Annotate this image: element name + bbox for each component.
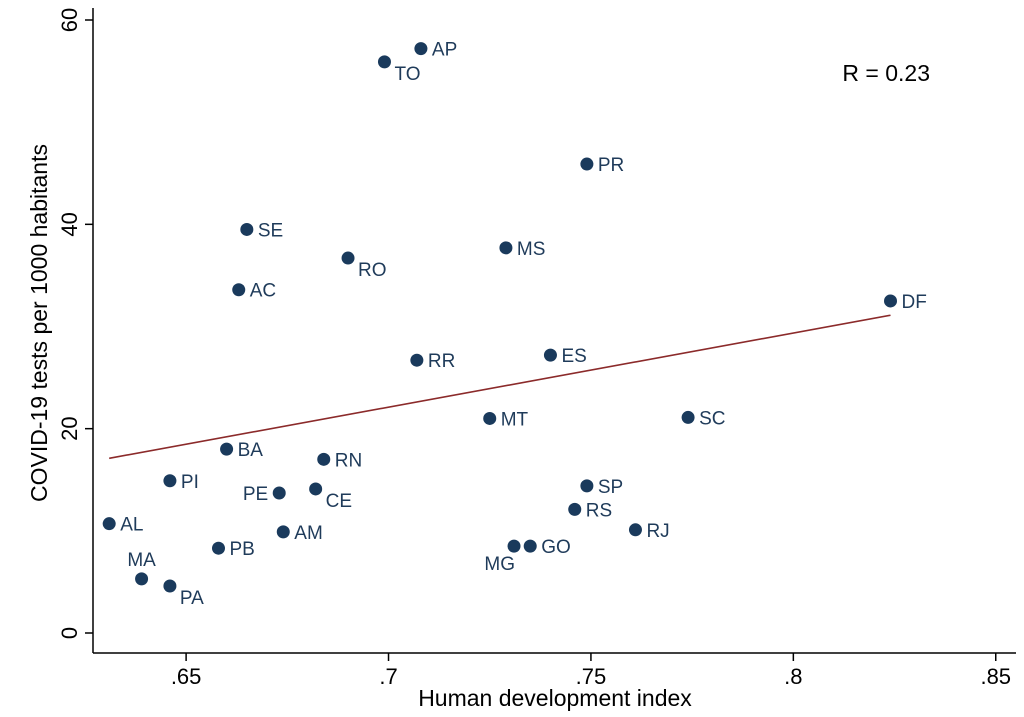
data-point-ms [499,241,513,255]
data-point-ro [341,251,355,265]
data-point-pr [580,157,594,171]
data-point-ma [135,572,149,586]
data-point-ap [414,42,428,56]
data-point-mg [507,539,521,553]
point-label-pa: PA [180,588,204,609]
point-label-se: SE [258,220,283,241]
data-point-pe [272,486,286,500]
point-label-rn: RN [335,450,362,471]
x-tick-label: .85 [980,664,1011,689]
data-point-rn [317,452,331,466]
point-label-al: AL [120,515,143,536]
ticks: .65 .7 .75 .8 .85 0 20 40 60 [57,8,1011,689]
point-label-pe: PE [243,484,268,505]
point-label-sp: SP [598,477,623,498]
y-axis-title: COVID-19 tests per 1000 habitants [26,144,52,502]
point-label-ap: AP [432,40,457,61]
x-tick-label: .7 [379,664,397,689]
point-label-rs: RS [586,500,612,521]
data-point-se [240,222,254,236]
y-tick-label: 0 [57,627,82,639]
data-point-go [523,539,537,553]
data-point-am [276,525,290,539]
point-label-df: DF [902,292,927,313]
fit-line-group [109,314,891,460]
data-point-pb [211,541,225,555]
point-label-es: ES [561,346,586,367]
data-point-al [102,517,116,531]
point-label-rj: RJ [646,521,669,542]
point-label-ce: CE [326,491,352,512]
data-point-to [377,55,391,69]
point-label-pi: PI [181,472,199,493]
point-label-am: AM [294,523,323,544]
x-tick-label: .75 [576,664,607,689]
data-point-rr [410,353,424,367]
data-point-sc [681,410,695,424]
point-label-ma: MA [127,550,156,571]
data-point-df [884,294,898,308]
point-label-pb: PB [229,539,254,560]
data-point-sp [580,479,594,493]
point-label-pr: PR [598,155,624,176]
fit-line [109,314,891,460]
axes [92,8,1016,654]
point-label-ba: BA [238,440,264,461]
data-point-ac [232,283,246,297]
y-tick-label: 40 [57,212,82,236]
point-label-rr: RR [428,351,455,372]
point-label-mt: MT [501,409,529,430]
point-labels: AP TO PR SE MS RO AC DF ES RR SC MT BA RN PI SP CE PE RS AL… [120,40,927,609]
point-label-mg: MG [484,554,515,575]
point-label-sc: SC [699,408,725,429]
data-point-pi [163,474,177,488]
point-label-ac: AC [250,281,276,302]
data-point-ce [309,482,323,496]
point-label-ms: MS [517,239,546,260]
y-tick-label: 20 [57,416,82,440]
data-point-es [543,348,557,362]
points [102,42,898,593]
data-point-rj [628,523,642,537]
data-point-mt [483,411,497,425]
point-label-go: GO [541,537,571,558]
y-tick-label: 60 [57,8,82,32]
x-tick-label: .65 [171,664,202,689]
data-point-rs [568,502,582,516]
correlation-annotation: R = 0.23 [842,60,930,86]
x-axis-title: Human development index [418,685,692,711]
x-tick-label: .8 [784,664,802,689]
point-label-ro: RO [358,260,387,281]
data-point-ba [220,442,234,456]
point-label-to: TO [394,64,420,85]
data-point-pa [163,579,177,593]
